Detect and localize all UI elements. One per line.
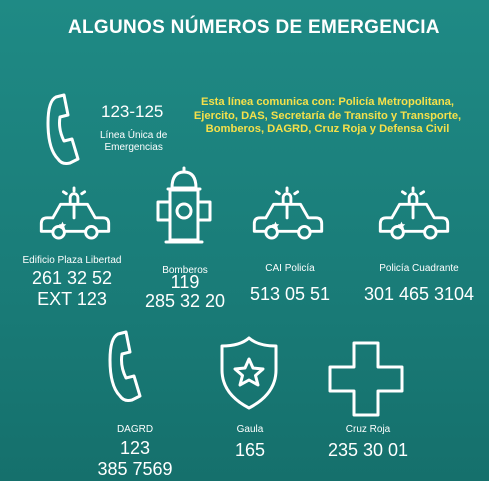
contact-label: Cruz Roja <box>345 424 391 435</box>
contact-label: Bomberos <box>162 265 208 276</box>
contact-label: CAI Policía <box>265 263 315 274</box>
contact-number: 261 32 52 EXT 123 <box>31 268 113 309</box>
contact-number: 119 285 32 20 <box>144 272 226 311</box>
contact-number: 235 30 01 <box>327 440 409 460</box>
contact-label: DAGRD <box>116 424 154 435</box>
linea-number: 123-125 <box>101 102 164 121</box>
contact-label: Edificio Plaza Libertad <box>22 255 122 266</box>
contact-number: 165 <box>234 440 266 460</box>
fire-hydrant-icon <box>156 166 212 244</box>
police-car-icon <box>378 186 450 240</box>
police-badge-icon <box>220 336 278 410</box>
phone-icon <box>46 93 80 165</box>
phone-icon <box>108 330 142 402</box>
contact-label: Policía Cuadrante <box>379 263 459 274</box>
police-car-icon <box>39 186 111 240</box>
contact-label: Gaula <box>236 424 264 435</box>
contact-number: 123 385 7569 <box>97 438 173 479</box>
linea-note: Esta línea comunica con: Policía Metropo… <box>193 96 462 135</box>
page-title: ALGUNOS NÚMEROS DE EMERGENCIA <box>68 17 440 38</box>
police-car-icon <box>252 186 324 240</box>
contact-number: 301 465 3104 <box>363 284 475 304</box>
red-cross-icon <box>328 341 404 417</box>
contact-number: 513 05 51 <box>249 284 331 304</box>
linea-label: Línea Única de Emergencias <box>100 130 168 153</box>
